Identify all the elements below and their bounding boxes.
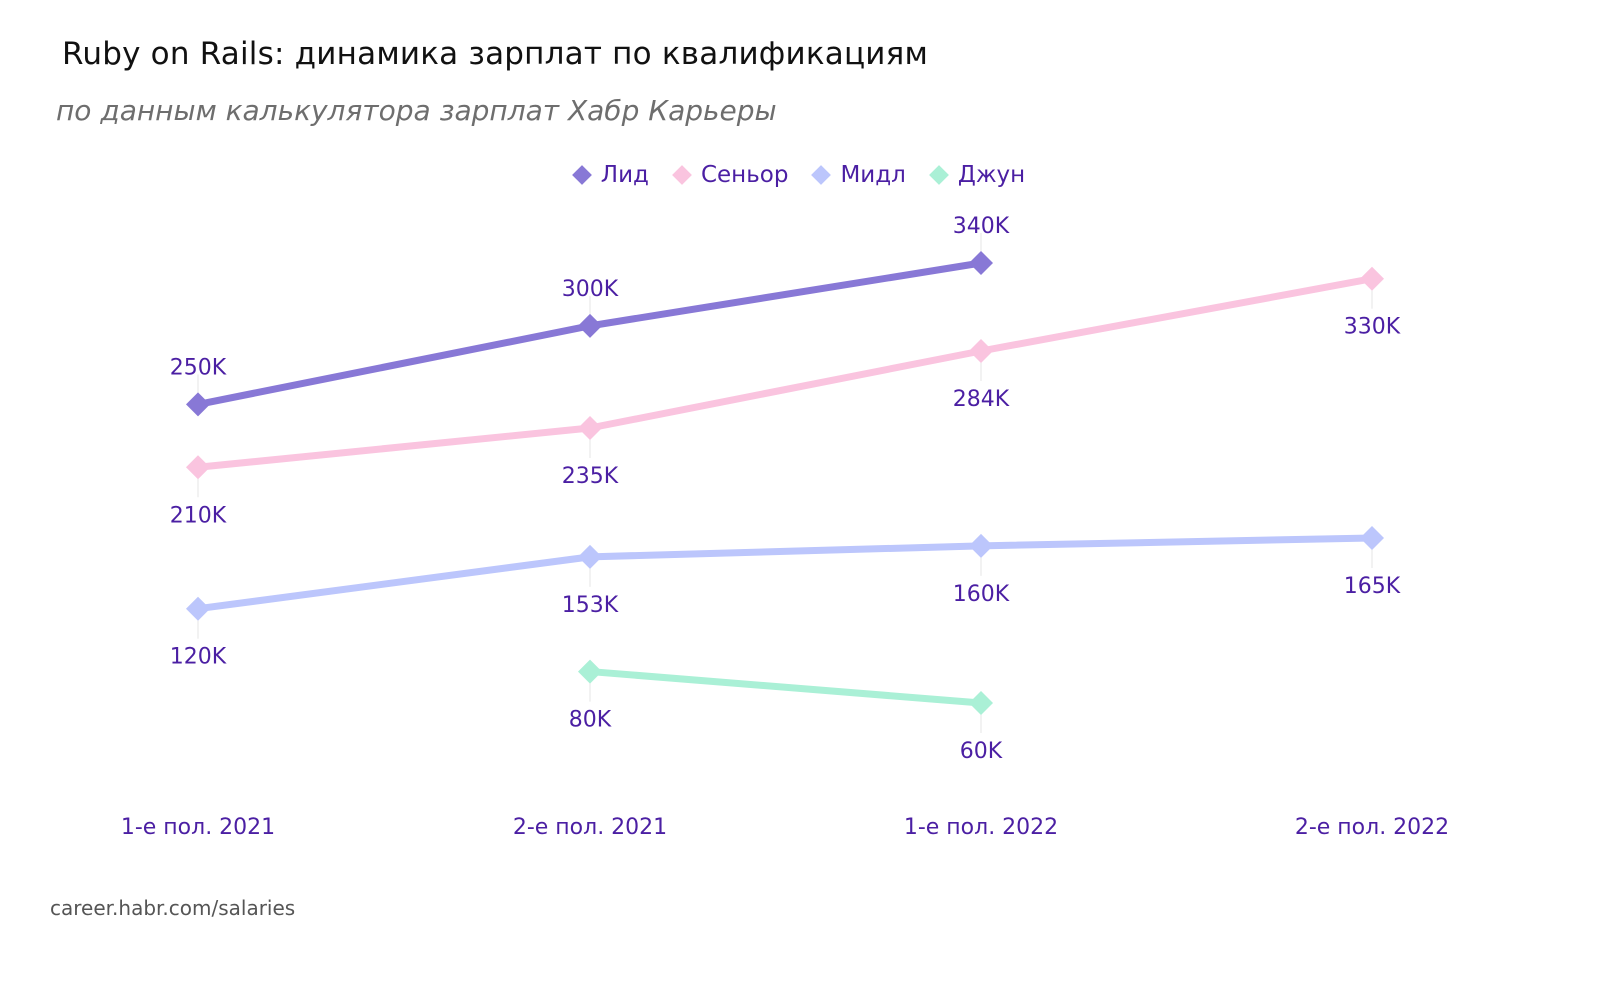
data-label: 340K	[953, 214, 1010, 239]
legend-item[interactable]: Лид	[571, 162, 649, 188]
x-tick-label: 2-е пол. 2021	[513, 815, 667, 840]
series-line	[197, 534, 1373, 613]
legend-item[interactable]: Сеньор	[672, 162, 789, 188]
series-1: 210K 235K 284K 330K	[170, 266, 1401, 528]
diamond-marker[interactable]	[578, 544, 602, 569]
diamond-marker[interactable]	[969, 251, 993, 275]
data-label: 284K	[953, 387, 1010, 412]
series-3: 80K 60K	[569, 659, 1003, 764]
diamond-marker[interactable]	[969, 533, 993, 558]
x-tick-label: 2-е пол. 2022	[1295, 815, 1449, 840]
data-label: 165K	[1344, 574, 1401, 599]
data-label: 330K	[1344, 315, 1401, 340]
data-label: 80K	[569, 708, 612, 733]
x-tick-label: 1-е пол. 2021	[121, 815, 275, 840]
legend-label: Лид	[600, 162, 649, 188]
legend-label: Сеньор	[700, 162, 789, 188]
legend-item[interactable]: Мидл	[811, 162, 906, 188]
data-label: 250K	[170, 355, 227, 380]
x-tick-label: 1-е пол. 2022	[904, 815, 1058, 840]
diamond-marker[interactable]	[186, 455, 210, 480]
diamond-marker[interactable]	[969, 691, 993, 715]
legend-label: Джун	[957, 162, 1026, 188]
data-label: 160K	[953, 582, 1010, 607]
diamond-marker[interactable]	[578, 313, 602, 338]
chart-title: Ruby on Rails: динамика зарплат по квали…	[62, 36, 929, 72]
series-0: 250K 300K 340K	[170, 214, 1010, 417]
data-label: 120K	[170, 645, 227, 670]
diamond-marker[interactable]	[1360, 266, 1384, 291]
data-label: 153K	[562, 593, 619, 618]
source-link[interactable]: career.habr.com/salaries	[50, 896, 296, 920]
legend-label: Мидл	[840, 162, 906, 188]
diamond-marker[interactable]	[578, 659, 602, 684]
chart-subtitle: по данным калькулятора зарплат Хабр Карь…	[56, 94, 777, 127]
diamond-marker[interactable]	[1360, 526, 1384, 550]
legend-item[interactable]: Джун	[928, 162, 1026, 188]
series-line	[197, 275, 1373, 471]
data-label: 210K	[170, 503, 227, 528]
data-label: 60K	[960, 739, 1003, 764]
legend: Лид Сеньор Мидл Джун	[0, 162, 1600, 188]
diamond-marker[interactable]	[969, 339, 993, 363]
data-label: 300K	[562, 277, 619, 302]
data-label: 235K	[562, 464, 619, 489]
series-2: 120K 153K 160K 165K	[170, 526, 1401, 670]
diamond-marker[interactable]	[186, 392, 210, 417]
diamond-marker[interactable]	[186, 596, 210, 621]
diamond-marker[interactable]	[578, 416, 602, 440]
series-line	[589, 668, 982, 707]
